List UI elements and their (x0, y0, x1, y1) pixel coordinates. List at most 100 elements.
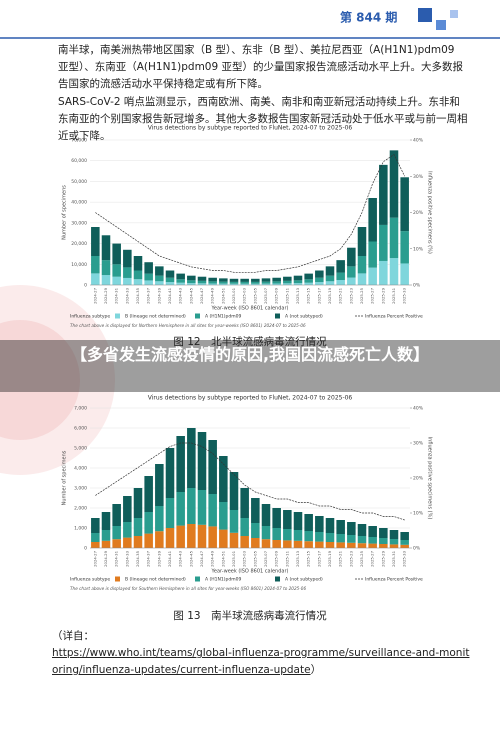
bar-segment (272, 277, 281, 282)
bar-segment (123, 277, 132, 285)
bar-segment (101, 235, 111, 261)
bar-segment (357, 256, 367, 274)
header-block (418, 8, 432, 22)
x-tick-label: 2025-19 (327, 287, 332, 303)
x-axis-label: Year-week (ISO 8601 calendar) (211, 569, 289, 575)
bar-segment (133, 488, 143, 518)
bar-segment (240, 278, 249, 282)
bar-segment (357, 543, 367, 548)
bar-segment (315, 270, 324, 278)
x-tick-label: 2025-13 (295, 550, 300, 566)
bar-segment (123, 249, 132, 268)
bar-segment (208, 526, 217, 548)
bar-segment (261, 504, 271, 526)
bar-segment (144, 512, 153, 534)
bar-segment (325, 275, 335, 282)
bar-segment (187, 280, 196, 284)
x-tick-label: 2024-37 (146, 287, 151, 303)
bar-segment (368, 543, 377, 548)
x-tick-label: 2025-05 (252, 287, 257, 303)
legend-label: A (H1N1)pdm09 (205, 577, 241, 583)
y-tick-label: 20,000 (71, 241, 87, 247)
bar-segment (112, 276, 121, 285)
bar-segment (251, 283, 260, 285)
banner-backdrop (0, 340, 500, 392)
x-tick-label: 2024-33 (124, 287, 129, 303)
legend-swatch (115, 313, 120, 319)
x-tick-label: 2024-39 (156, 550, 161, 566)
bar-segment (123, 537, 132, 548)
bar-segment (368, 267, 377, 285)
bar-segment (208, 281, 217, 284)
bar-segment (283, 276, 292, 281)
source-link[interactable]: https://www.who.int/teams/global-influen… (52, 647, 470, 676)
bar-segment (197, 280, 207, 284)
bar-segment (304, 282, 313, 285)
x-tick-label: 2025-19 (327, 550, 332, 566)
x-tick-label: 2024-31 (114, 550, 119, 566)
legend-swatch (195, 576, 200, 582)
x-tick-label: 2025-13 (295, 287, 300, 303)
y2-tick-label: 40% (413, 138, 424, 144)
bar-segment (251, 278, 260, 282)
bar-segment (400, 231, 409, 264)
bar-segment (293, 280, 303, 284)
x-tick-label: 2024-43 (178, 287, 183, 303)
bar-segment (165, 528, 175, 548)
bar-segment (400, 544, 409, 548)
bar-segment (155, 266, 164, 276)
legend-label: A (H1N1)pdm09 (205, 314, 241, 320)
bar-segment (112, 504, 121, 526)
bar-segment (144, 280, 153, 285)
bar-segment (368, 241, 377, 268)
bar-segment (251, 523, 260, 538)
x-tick-label: 2025-25 (359, 287, 364, 303)
bar-segment (293, 283, 303, 285)
x-tick-label: 2025-15 (306, 287, 311, 303)
bar-segment (357, 524, 367, 536)
y2-tick-label: 0% (413, 283, 421, 289)
bar-segment (208, 283, 217, 285)
y-tick-label: 70,000 (71, 138, 87, 144)
bar-segment (229, 281, 239, 284)
bar-segment (101, 512, 111, 530)
x-tick-label: 2025-17 (316, 287, 321, 303)
bar-segment (379, 544, 388, 548)
virus-decoration-core (0, 320, 80, 440)
bar-segment (112, 264, 121, 277)
bar-segment (219, 283, 228, 285)
bar-segment (315, 516, 324, 532)
x-tick-label: 2025-27 (370, 287, 375, 303)
x-tick-label: 2025-11 (284, 287, 289, 303)
bar-segment (293, 512, 303, 530)
bar-segment (144, 476, 153, 512)
bar-segment (283, 280, 292, 284)
bar-segment (219, 281, 228, 284)
legend-label: A (not subtyped) (285, 314, 323, 320)
bar-segment (379, 528, 388, 538)
bar-segment (315, 282, 324, 285)
chart-footnote: The chart above is displayed for Souther… (70, 586, 306, 591)
y-tick-label: 60,000 (71, 158, 87, 164)
y-tick-label: 50,000 (71, 179, 87, 185)
bar-segment (155, 506, 164, 532)
y-axis-label: Number of specimens (62, 185, 68, 240)
bar-segment (133, 279, 143, 285)
bar-segment (123, 267, 132, 278)
header-block (450, 10, 458, 18)
bar-segment (176, 492, 185, 526)
issue-number: 第 844 期 (340, 10, 397, 25)
bar-segment (197, 490, 207, 525)
source: （详自： https://www.who.int/teams/global-inf… (52, 628, 472, 679)
legend-label: Influenza Percent Positive (365, 314, 423, 320)
legend-label: Influenza Percent Positive (365, 577, 423, 583)
bar-segment (187, 275, 196, 281)
bar-segment (155, 275, 164, 282)
x-tick-label: 2024-35 (135, 550, 140, 566)
legend-title: Influenza subtype (70, 314, 110, 320)
bar-segment (155, 464, 164, 506)
y2-tick-label: 30% (413, 174, 424, 180)
bar-segment (400, 177, 409, 232)
bar-segment (261, 281, 271, 284)
